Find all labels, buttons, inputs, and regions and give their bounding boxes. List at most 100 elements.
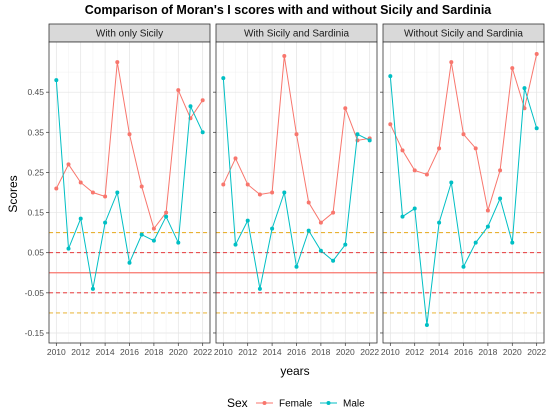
x-tick-label: 2012 bbox=[238, 347, 257, 357]
data-point-male bbox=[103, 220, 108, 225]
data-point-female bbox=[127, 132, 132, 137]
data-point-female bbox=[115, 60, 120, 65]
data-point-male bbox=[127, 260, 132, 265]
data-point-male bbox=[306, 228, 311, 233]
data-point-female bbox=[412, 168, 417, 173]
data-point-male bbox=[164, 214, 169, 219]
data-point-female bbox=[245, 182, 250, 187]
data-point-female bbox=[200, 98, 205, 103]
x-tick-label: 2014 bbox=[263, 347, 282, 357]
data-point-female bbox=[355, 138, 360, 143]
data-point-female bbox=[294, 132, 299, 137]
y-tick-label: 0.15 bbox=[27, 208, 44, 218]
data-point-female bbox=[343, 106, 348, 111]
facet-strip-label: Without Sicily and Sardinia bbox=[404, 29, 523, 40]
data-point-male bbox=[331, 258, 336, 263]
data-point-male bbox=[355, 132, 360, 137]
x-tick-label: 2022 bbox=[527, 347, 546, 357]
x-tick-label: 2018 bbox=[144, 347, 163, 357]
x-tick-label: 2010 bbox=[214, 347, 233, 357]
data-point-female bbox=[510, 66, 515, 71]
data-point-female bbox=[534, 52, 539, 57]
data-point-male bbox=[522, 86, 527, 91]
facet-strip-label: With only Sicily bbox=[96, 29, 163, 40]
legend-key-point bbox=[262, 401, 267, 405]
data-point-male bbox=[461, 264, 466, 269]
x-tick-label: 2012 bbox=[405, 347, 424, 357]
data-point-male bbox=[400, 214, 405, 219]
x-tick-label: 2014 bbox=[430, 347, 449, 357]
data-point-female bbox=[233, 156, 238, 161]
data-point-female bbox=[151, 226, 156, 231]
data-point-male bbox=[367, 138, 372, 143]
x-tick-label: 2016 bbox=[287, 347, 306, 357]
data-point-male bbox=[510, 240, 515, 245]
x-tick-label: 2022 bbox=[193, 347, 212, 357]
x-tick-label: 2018 bbox=[478, 347, 497, 357]
data-point-female bbox=[424, 172, 429, 177]
data-point-female bbox=[270, 190, 275, 195]
data-point-male bbox=[449, 180, 454, 185]
data-point-male bbox=[270, 226, 275, 231]
data-point-male bbox=[54, 78, 59, 83]
data-point-male bbox=[221, 76, 226, 81]
data-point-female bbox=[282, 54, 287, 59]
data-point-female bbox=[400, 148, 405, 153]
x-axis-title: years bbox=[280, 364, 309, 378]
data-point-male bbox=[282, 190, 287, 195]
x-tick-label: 2010 bbox=[47, 347, 66, 357]
facet-panels: With only Sicily 2010 2012 2014 2016 2018 2020… bbox=[46, 23, 546, 357]
data-point-female bbox=[498, 168, 503, 173]
data-point-female bbox=[164, 210, 169, 215]
y-tick-label: 0.25 bbox=[27, 167, 44, 177]
data-point-female bbox=[306, 200, 311, 205]
data-point-female bbox=[257, 192, 262, 197]
data-point-female bbox=[449, 60, 454, 65]
data-point-female bbox=[388, 122, 393, 127]
data-point-female bbox=[54, 186, 59, 191]
data-point-female bbox=[473, 146, 478, 151]
data-point-male bbox=[115, 190, 120, 195]
data-point-female bbox=[485, 208, 490, 213]
data-point-male bbox=[90, 286, 95, 291]
data-point-female bbox=[318, 220, 323, 225]
chart-title: Comparison of Moran's I scores with and … bbox=[85, 3, 493, 17]
facet-strip-label: With Sicily and Sardinia bbox=[244, 29, 349, 40]
facet-panel: With Sicily and Sardinia 2010 2012 2014 2016… bbox=[213, 23, 379, 357]
y-tick-label: -0.05 bbox=[25, 288, 45, 298]
legend-item-male: Male bbox=[320, 399, 365, 410]
facet-panel: Without Sicily and Sardinia 2010 2012 2014 2… bbox=[380, 23, 546, 357]
data-point-male bbox=[412, 206, 417, 211]
data-point-male bbox=[424, 322, 429, 327]
data-point-male bbox=[388, 74, 393, 79]
data-point-male bbox=[437, 220, 442, 225]
x-tick-label: 2016 bbox=[120, 347, 139, 357]
x-tick-label: 2012 bbox=[71, 347, 90, 357]
data-point-male bbox=[473, 240, 478, 245]
x-tick-label: 2022 bbox=[360, 347, 379, 357]
legend-label: Male bbox=[343, 399, 365, 410]
data-point-male bbox=[534, 126, 539, 131]
x-tick-label: 2016 bbox=[454, 347, 473, 357]
data-point-male bbox=[233, 242, 238, 247]
facet-panel: With only Sicily 2010 2012 2014 2016 2018 2020… bbox=[46, 23, 212, 357]
data-point-female bbox=[522, 106, 527, 111]
x-tick-label: 2014 bbox=[96, 347, 115, 357]
legend-title: Sex bbox=[227, 396, 248, 410]
y-axis-title: Scores bbox=[6, 175, 20, 212]
x-tick-label: 2018 bbox=[311, 347, 330, 357]
data-point-male bbox=[78, 216, 83, 221]
data-point-female bbox=[176, 88, 181, 93]
data-point-female bbox=[103, 194, 108, 199]
y-tick-label: -0.15 bbox=[25, 328, 45, 338]
data-point-female bbox=[437, 146, 442, 151]
x-tick-label: 2020 bbox=[503, 347, 522, 357]
data-point-male bbox=[257, 286, 262, 291]
data-point-female bbox=[139, 184, 144, 189]
data-point-female bbox=[221, 182, 226, 187]
data-point-male bbox=[176, 240, 181, 245]
data-point-male bbox=[498, 196, 503, 201]
legend-key-point bbox=[326, 401, 331, 405]
data-point-female bbox=[66, 162, 71, 167]
